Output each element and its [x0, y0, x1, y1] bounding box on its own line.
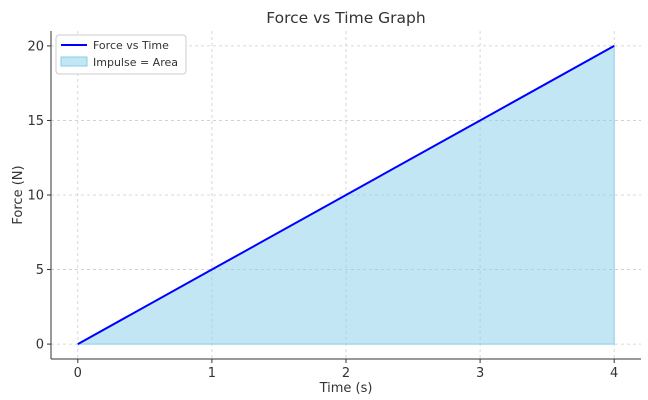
x-tick-label: 0: [74, 366, 82, 381]
x-tick-label: 1: [208, 366, 216, 381]
legend-area-swatch: [60, 56, 88, 67]
y-tick-label: 15: [27, 114, 44, 129]
force-line: [77, 45, 615, 345]
x-tick-label: 3: [476, 366, 484, 381]
legend: Force vs Time Impulse = Area: [55, 34, 187, 75]
x-ticks: 0 1 2 3 4: [74, 359, 618, 381]
chart-title: Force vs Time Graph: [266, 9, 425, 27]
legend-label-area: Impulse = Area: [93, 56, 178, 69]
legend-box: [55, 34, 187, 75]
x-tick-label: 4: [610, 366, 618, 381]
x-tick-label: 2: [342, 366, 350, 381]
y-axis-label: Force (N): [11, 165, 26, 224]
y-tick-label: 20: [27, 39, 44, 54]
line-layer: [77, 45, 615, 345]
y-tick-label: 5: [36, 263, 44, 278]
y-tick-label: 0: [36, 338, 44, 353]
y-tick-label: 10: [27, 189, 44, 204]
y-ticks: 0 5 10 15 20: [27, 39, 51, 353]
legend-label-line: Force vs Time: [93, 39, 169, 52]
x-axis-label: Time (s): [319, 381, 373, 396]
